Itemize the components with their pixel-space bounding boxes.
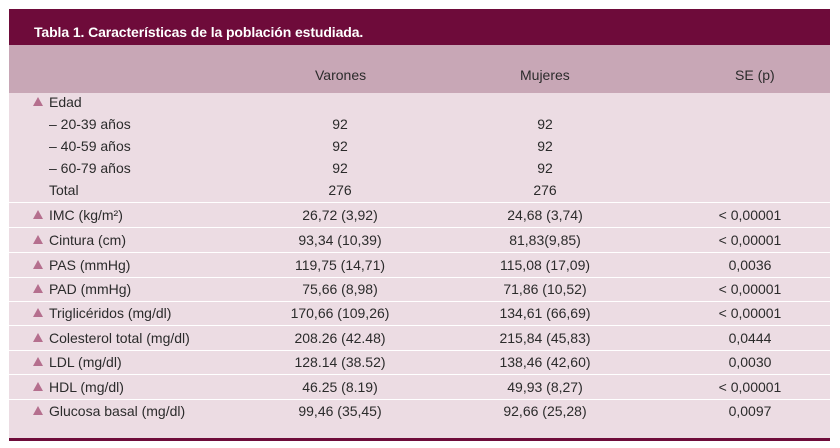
triangle-bullet-icon	[33, 406, 43, 415]
table-row: Cintura (cm) 93,34 (10,39) 81,83(9,85) < 0,…	[9, 230, 830, 253]
table-title-bar: Tabla 1. Características de la población…	[9, 9, 830, 45]
triangle-bullet-icon	[33, 97, 43, 106]
triangle-bullet-icon	[33, 235, 43, 244]
row-label: Triglicéridos (mg/dl)	[49, 305, 172, 321]
table-card: Tabla 1. Características de la población…	[9, 9, 830, 441]
cell-se: < 0,00001	[718, 305, 782, 321]
cell-mujeres: 115,08 (17,09)	[499, 257, 591, 273]
cell-mujeres: 92	[537, 138, 553, 154]
cell-varones: 92	[332, 116, 348, 132]
row-label: Edad	[49, 94, 82, 110]
row-label: Total	[49, 182, 79, 198]
cell-varones: 128.14 (38.52)	[294, 354, 386, 370]
table-row: – 40-59 años 92 92	[9, 136, 830, 158]
table-row: Colesterol total (mg/dl) 208.26 (42.48) 21…	[9, 328, 830, 351]
table-row: PAD (mmHg) 75,66 (8,98) 71,86 (10,52) < 0,0…	[9, 279, 830, 302]
cell-mujeres: 92,66 (25,28)	[503, 403, 587, 419]
cell-mujeres: 24,68 (3,74)	[507, 207, 583, 223]
cell-se: 0,0030	[728, 354, 772, 370]
triangle-bullet-icon	[33, 260, 43, 269]
cell-varones: 93,34 (10,39)	[298, 232, 382, 248]
table-row: – 20-39 años 92 92	[9, 114, 830, 136]
table-row: Glucosa basal (mg/dl) 99,46 (35,45) 92,66 …	[9, 401, 830, 423]
cell-varones: 119,75 (14,71)	[294, 257, 386, 273]
row-label: – 20-39 años	[49, 116, 131, 132]
row-label: – 40-59 años	[49, 138, 131, 154]
cell-mujeres: 81,83(9,85)	[509, 232, 581, 248]
cell-mujeres: 215,84 (45,83)	[499, 330, 591, 346]
triangle-bullet-icon	[33, 333, 43, 342]
table-bottom-rule	[9, 438, 830, 441]
row-label: LDL (mg/dl)	[49, 354, 122, 370]
table-row: – 60-79 años 92 92	[9, 158, 830, 180]
row-label: HDL (mg/dl)	[49, 379, 124, 395]
cell-se: < 0,00001	[718, 232, 782, 248]
triangle-bullet-icon	[33, 210, 43, 219]
table-row: Edad	[9, 92, 830, 114]
row-label: PAD (mmHg)	[49, 281, 132, 297]
cell-mujeres: 276	[533, 182, 557, 198]
cell-mujeres: 92	[537, 160, 553, 176]
table-body: Edad – 20-39 años 92 92– 40-59 años 92 92– 60…	[9, 9, 830, 441]
cell-mujeres: 49,93 (8,27)	[507, 379, 583, 395]
cell-mujeres: 134,61 (66,69)	[499, 305, 591, 321]
cell-se: 0,0097	[728, 403, 772, 419]
cell-se: 0,0444	[728, 330, 772, 346]
table-row: IMC (kg/m²) 26,72 (3,92) 24,68 (3,74) < 0,0…	[9, 205, 830, 228]
cell-mujeres: 92	[537, 116, 553, 132]
table-row: PAS (mmHg) 119,75 (14,71) 115,08 (17,09) 0,…	[9, 255, 830, 278]
cell-varones: 26,72 (3,92)	[302, 207, 378, 223]
row-label: – 60-79 años	[49, 160, 131, 176]
cell-varones: 92	[332, 138, 348, 154]
header-varones: Varones	[315, 67, 367, 83]
table-row: Triglicéridos (mg/dl) 170,66 (109,26) 134,…	[9, 303, 830, 326]
header-mujeres: Mujeres	[520, 67, 570, 83]
triangle-bullet-icon	[33, 382, 43, 391]
cell-varones: 208.26 (42.48)	[294, 330, 386, 346]
cell-se: < 0,00001	[718, 379, 782, 395]
cell-varones: 276	[328, 182, 352, 198]
row-label: PAS (mmHg)	[49, 257, 131, 273]
row-label: IMC (kg/m²)	[49, 207, 123, 223]
triangle-bullet-icon	[33, 308, 43, 317]
row-label: Glucosa basal (mg/dl)	[49, 403, 186, 419]
triangle-bullet-icon	[33, 284, 43, 293]
cell-se: < 0,00001	[718, 207, 782, 223]
table-title: Tabla 1. Características de la población…	[34, 24, 364, 40]
cell-mujeres: 138,46 (42,60)	[499, 354, 591, 370]
header-se: SE (p)	[735, 67, 775, 83]
cell-se: 0,0036	[728, 257, 772, 273]
table-row: LDL (mg/dl) 128.14 (38.52) 138,46 (42,60) 0…	[9, 352, 830, 375]
table-row: Total 276 276	[9, 180, 830, 203]
table-header-row: Varones Mujeres SE (p)	[9, 45, 830, 93]
row-label: Cintura (cm)	[49, 232, 127, 248]
cell-varones: 92	[332, 160, 348, 176]
cell-varones: 46.25 (8.19)	[302, 379, 378, 395]
row-label: Colesterol total (mg/dl)	[49, 330, 190, 346]
cell-se: < 0,00001	[718, 281, 782, 297]
cell-varones: 170,66 (109,26)	[290, 305, 390, 321]
cell-varones: 99,46 (35,45)	[298, 403, 382, 419]
cell-varones: 75,66 (8,98)	[302, 281, 378, 297]
cell-mujeres: 71,86 (10,52)	[503, 281, 587, 297]
table-row: HDL (mg/dl) 46.25 (8.19) 49,93 (8,27) < 0,0…	[9, 377, 830, 400]
triangle-bullet-icon	[33, 357, 43, 366]
